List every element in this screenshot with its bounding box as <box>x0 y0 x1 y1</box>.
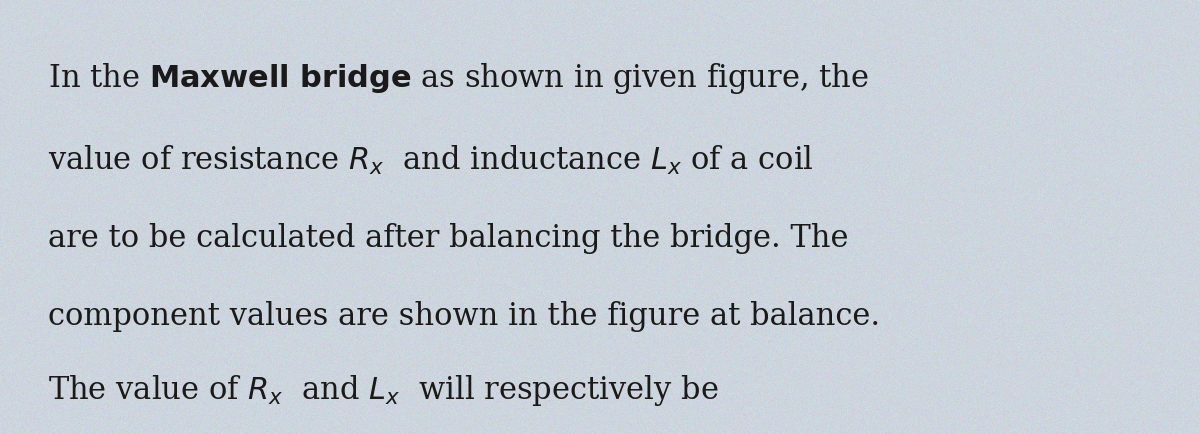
Text: are to be calculated after balancing the bridge. The: are to be calculated after balancing the… <box>48 223 848 254</box>
Text: The value of $R_x$  and $L_x$  will respectively be: The value of $R_x$ and $L_x$ will respec… <box>48 373 719 408</box>
Text: In the $\mathbf{Maxwell\ bridge}$ as shown in given figure, the: In the $\mathbf{Maxwell\ bridge}$ as sho… <box>48 61 869 95</box>
Text: component values are shown in the figure at balance.: component values are shown in the figure… <box>48 301 880 332</box>
Text: value of resistance $R_x$  and inductance $L_x$ of a coil: value of resistance $R_x$ and inductance… <box>48 144 814 177</box>
